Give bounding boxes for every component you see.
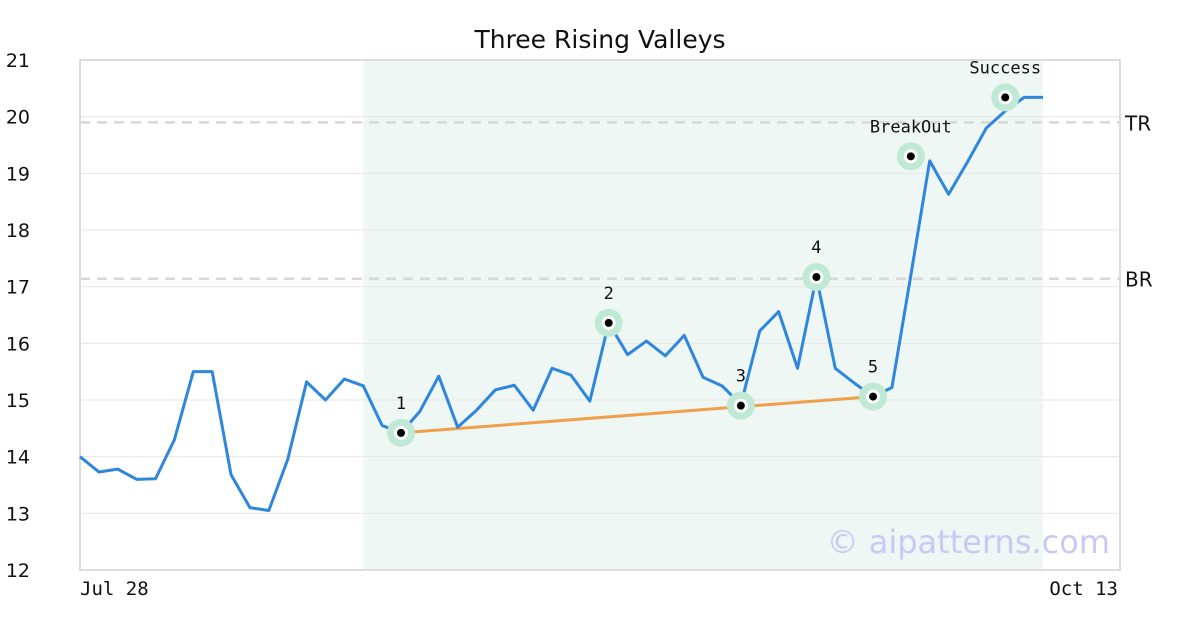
annotation-4: 4 <box>811 238 821 258</box>
annotation-2: 2 <box>604 284 614 304</box>
y-tick-label: 15 <box>6 390 30 412</box>
marker-dot-3 <box>736 401 745 410</box>
marker-dot-2 <box>604 318 613 327</box>
level-label-tr: TR <box>1124 111 1151 135</box>
y-tick-label: 14 <box>6 447 30 469</box>
marker-dot-1 <box>397 428 405 437</box>
marker-dot-5 <box>869 392 878 401</box>
annotation-success: Success <box>969 58 1041 78</box>
chart-title: Three Rising Valleys <box>473 25 725 54</box>
y-tick-label: 13 <box>6 503 30 525</box>
x-tick-label: Oct 13 <box>1049 578 1118 600</box>
y-tick-label: 20 <box>6 107 30 129</box>
level-label-br: BR <box>1125 268 1153 292</box>
y-tick-label: 17 <box>6 277 30 299</box>
y-tick-label: 18 <box>6 220 30 242</box>
marker-dot-4 <box>812 273 821 282</box>
plot-frame <box>79 59 1121 571</box>
support-line <box>399 395 875 435</box>
y-tick-label: 16 <box>6 333 30 355</box>
x-tick-label: Jul 28 <box>80 578 149 600</box>
annotation-3: 3 <box>736 367 746 387</box>
y-tick-label: 21 <box>6 50 30 72</box>
pattern-zone <box>363 60 1043 570</box>
marker-dot-success <box>1001 93 1010 102</box>
y-tick-label: 19 <box>6 163 30 185</box>
marker-dot-breakout <box>906 152 915 161</box>
annotation-1: 1 <box>396 394 406 414</box>
y-tick-label: 12 <box>6 560 30 582</box>
annotation-breakout: BreakOut <box>870 117 952 137</box>
annotation-5: 5 <box>868 358 878 378</box>
watermark: © aipatterns.com <box>827 523 1110 561</box>
